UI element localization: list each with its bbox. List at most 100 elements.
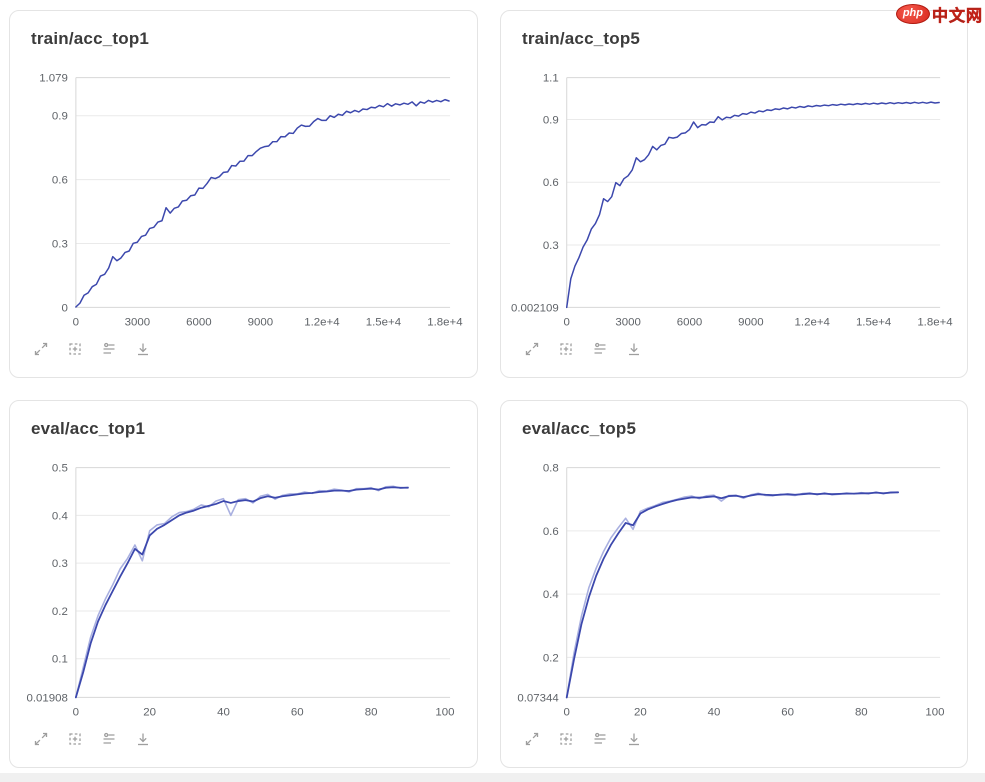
download-button[interactable]: [133, 339, 152, 358]
chart-plot-train-acc-top5[interactable]: 1.1 0.9 0.6 0.3 0.002109 0 3000 6000 9000 1.2e+4 1…: [501, 11, 967, 377]
chart-toolbar: [522, 729, 643, 748]
view-options-icon: [594, 342, 605, 354]
x-tick-label: 3000: [615, 316, 640, 328]
y-tick-label: 0.4: [543, 589, 560, 601]
x-tick-label: 40: [708, 706, 721, 718]
view-options-button[interactable]: [590, 339, 609, 358]
chart-title: eval/acc_top1: [31, 419, 146, 438]
view-options-button[interactable]: [99, 339, 118, 358]
y-tick-label: 0.2: [52, 606, 68, 618]
fit-data-button[interactable]: [556, 339, 575, 358]
series-smoothed-line: [565, 491, 899, 699]
chart-toolbar: [31, 729, 152, 748]
fullscreen-button[interactable]: [31, 339, 50, 358]
download-icon: [137, 343, 148, 355]
y-tick-label: 0.4: [52, 510, 69, 522]
series-raw-line: [565, 491, 899, 699]
y-tick-label: 0.2: [543, 652, 559, 664]
fit-data-button[interactable]: [556, 729, 575, 748]
x-tick-label: 9000: [248, 316, 273, 328]
x-tick-label: 1.2e+4: [795, 316, 831, 328]
fullscreen-button[interactable]: [522, 729, 541, 748]
fullscreen-icon: [525, 342, 538, 355]
x-tick-label: 100: [925, 706, 944, 718]
y-tick-label: 0: [61, 302, 67, 314]
download-icon: [628, 733, 639, 745]
y-tick-label: 0.07344: [517, 692, 559, 704]
x-tick-label: 0: [564, 706, 570, 718]
chart-card-eval-acc-top5: eval/acc_top5 0.8 0.6 0.4 0.2 0.07344 0 20 40 60…: [500, 400, 968, 768]
chart-plot-train-acc-top1[interactable]: 1.079 0.9 0.6 0.3 0 0 3000 6000 9000 1.2e+4 1.5e+4…: [10, 11, 477, 377]
x-tick-label: 6000: [186, 316, 211, 328]
next-row-peek: [0, 773, 985, 782]
y-tick-label: 0.002109: [511, 302, 559, 314]
y-tick-label: 0.9: [543, 114, 559, 126]
x-tick-label: 0: [73, 316, 79, 328]
y-tick-label: 0.9: [52, 111, 68, 123]
x-tick-label: 20: [143, 706, 156, 718]
fit-data-icon: [68, 342, 81, 355]
y-tick-label: 0.3: [543, 240, 559, 252]
x-tick-label: 1.5e+4: [856, 316, 892, 328]
fullscreen-icon: [525, 732, 538, 745]
y-tick-label: 1.079: [39, 73, 68, 85]
chart-plot-eval-acc-top5[interactable]: 0.8 0.6 0.4 0.2 0.07344 0 20 40 60 80 100: [501, 401, 967, 767]
fullscreen-button[interactable]: [31, 729, 50, 748]
fit-data-button[interactable]: [65, 339, 84, 358]
y-tick-label: 0.6: [543, 177, 559, 189]
view-options-button[interactable]: [590, 729, 609, 748]
php-logo-badge: php: [895, 4, 930, 24]
x-tick-label: 1.2e+4: [304, 316, 340, 328]
x-tick-label: 6000: [677, 316, 702, 328]
y-tick-label: 0.01908: [26, 692, 67, 704]
y-tick-label: 0.1: [52, 654, 68, 666]
download-icon: [628, 343, 639, 355]
download-button[interactable]: [624, 339, 643, 358]
x-tick-label: 1.5e+4: [366, 316, 402, 328]
x-tick-label: 0: [73, 706, 79, 718]
site-logo[interactable]: php 中文网: [895, 2, 983, 26]
series-smoothed-line: [74, 486, 409, 699]
series-value-line: [75, 98, 450, 308]
x-tick-label: 80: [365, 706, 378, 718]
fit-data-button[interactable]: [65, 729, 84, 748]
download-icon: [137, 733, 148, 745]
chart-title: eval/acc_top5: [522, 419, 637, 438]
fit-data-icon: [559, 732, 572, 745]
fullscreen-icon: [34, 342, 47, 355]
series-value-line: [565, 101, 940, 309]
x-tick-label: 1.8e+4: [917, 316, 953, 328]
y-tick-label: 0.5: [52, 463, 68, 475]
chart-card-train-acc-top1: train/acc_top1 1.079 0.9 0.6 0.3 0 0 3000 6000 9…: [9, 10, 478, 378]
x-tick-label: 60: [291, 706, 304, 718]
view-options-button[interactable]: [99, 729, 118, 748]
x-tick-label: 100: [435, 706, 454, 718]
x-tick-label: 40: [217, 706, 230, 718]
y-tick-label: 0.3: [52, 238, 68, 250]
x-tick-label: 9000: [738, 316, 763, 328]
x-tick-label: 0: [564, 316, 570, 328]
y-tick-label: 0.8: [543, 463, 559, 475]
chart-toolbar: [31, 339, 152, 358]
fit-data-icon: [68, 732, 81, 745]
view-options-icon: [594, 732, 605, 744]
x-tick-label: 60: [781, 706, 794, 718]
view-options-icon: [103, 342, 114, 354]
y-tick-label: 0.6: [52, 175, 68, 187]
x-tick-label: 1.8e+4: [427, 316, 463, 328]
chart-title: train/acc_top5: [522, 29, 641, 48]
view-options-icon: [103, 732, 114, 744]
x-tick-label: 80: [855, 706, 868, 718]
download-button[interactable]: [133, 729, 152, 748]
download-button[interactable]: [624, 729, 643, 748]
chart-plot-eval-acc-top1[interactable]: 0.5 0.4 0.3 0.2 0.1 0.01908 0 20 40 60 80 100: [10, 401, 477, 767]
y-tick-label: 0.6: [543, 526, 559, 538]
chart-card-eval-acc-top1: eval/acc_top1 0.5 0.4 0.3 0.2 0.1 0.01908 0 20 4…: [9, 400, 478, 768]
x-tick-label: 20: [634, 706, 647, 718]
y-tick-label: 1.1: [543, 73, 559, 85]
series-raw-line: [75, 485, 409, 699]
fullscreen-icon: [34, 732, 47, 745]
chart-card-train-acc-top5: train/acc_top5 1.1 0.9 0.6 0.3 0.002109 0 3000…: [500, 10, 968, 378]
fullscreen-button[interactable]: [522, 339, 541, 358]
chart-toolbar: [522, 339, 643, 358]
